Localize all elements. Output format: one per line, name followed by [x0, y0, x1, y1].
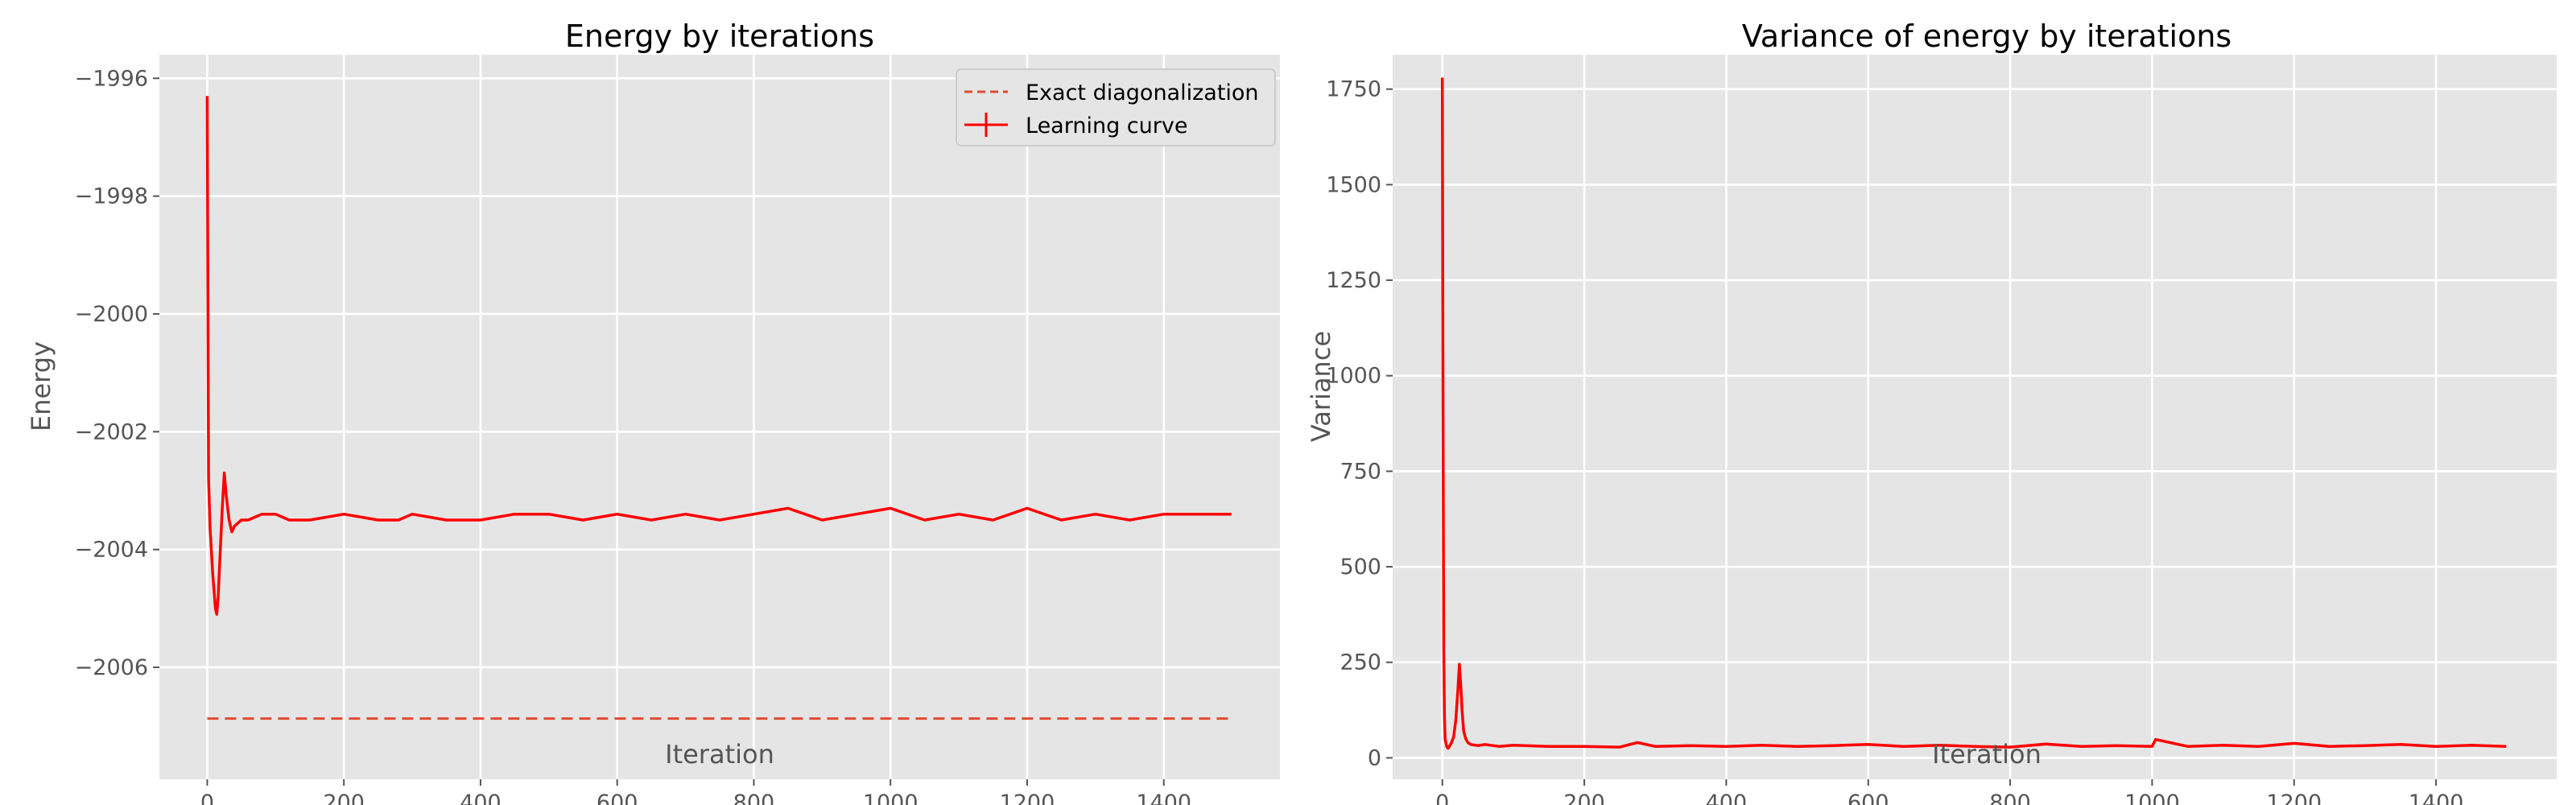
variance-plot-area [1393, 55, 2557, 779]
energy-legend: Exact diagonalization Learning curve [956, 68, 1276, 147]
energy-x-tick-label: 0 [200, 791, 214, 805]
variance-x-tick-label: 600 [1847, 791, 1889, 805]
energy-x-tick-label: 1400 [1136, 791, 1191, 805]
energy-y-tick-label: −2000 [75, 302, 148, 327]
variance-x-tick-label: 200 [1563, 791, 1605, 805]
energy-series [205, 96, 1232, 720]
energy-chart-title: Energy by iterations [565, 19, 874, 54]
variance-x-tick-label: 400 [1706, 791, 1748, 805]
energy-x-tick-label: 1200 [1000, 791, 1055, 805]
variance-series-line [1440, 77, 2507, 750]
variance-y-tick-label: 500 [1340, 555, 1381, 580]
variance-y-tick-label: 0 [1368, 745, 1381, 770]
energy-y-tick-label: −2004 [75, 538, 148, 563]
variance-y-tick-label: 1750 [1326, 77, 1381, 102]
energy-x-tick-label: 800 [733, 791, 775, 805]
legend-learning-curve-label: Learning curve [1026, 114, 1187, 138]
variance-y-tick-label: 1500 [1326, 172, 1381, 197]
legend-frame [956, 68, 1276, 147]
energy-x-tick-label: 200 [323, 791, 365, 805]
variance-y-tick-label: 750 [1340, 459, 1381, 484]
variance-gridlines [1393, 55, 2557, 779]
energy-x-tick-label: 400 [460, 791, 502, 805]
energy-y-tick-label: −1996 [75, 66, 148, 91]
energy-y-axis-label: Energy [26, 341, 56, 431]
variance-chart-title: Variance of energy by iterations [1742, 19, 2231, 54]
legend-exact-diagonalization-label: Exact diagonalization [1026, 80, 1259, 105]
variance-y-tick-label: 1250 [1326, 268, 1381, 293]
energy-ticks: 0 200 400 600 800 1000 1200 1400 −2006 −2004 −2002… [75, 66, 1191, 805]
variance-y-axis-label: Variance [1306, 331, 1336, 442]
variance-y-tick-label: 1000 [1326, 364, 1381, 389]
energy-plot-area [159, 55, 1280, 779]
energy-x-tick-label: 600 [597, 791, 638, 805]
energy-x-tick-label: 1000 [863, 791, 919, 805]
energy-chart: Energy by iterations 0 200 400 600 800 1000 12… [26, 19, 1280, 805]
variance-x-tick-label: 1400 [2409, 791, 2464, 805]
energy-x-axis-label: Iteration [665, 739, 774, 770]
variance-y-tick-label: 250 [1340, 650, 1381, 675]
energy-y-tick-label: −2002 [75, 419, 148, 444]
variance-x-tick-label: 0 [1435, 791, 1449, 805]
variance-chart: Variance of energy by iterations 0 200 400… [1306, 19, 2557, 805]
variance-ticks: 0 200 400 600 800 1000 1200 1400 0 250 500 750 1000 1… [1326, 77, 2463, 805]
energy-y-tick-label: −2006 [75, 655, 148, 680]
variance-x-axis-label: Iteration [1932, 739, 2041, 770]
variance-x-tick-label: 1200 [2266, 791, 2322, 805]
variance-x-tick-label: 1000 [2124, 791, 2180, 805]
learning-curve-series-line [205, 96, 1232, 616]
energy-y-tick-label: −1998 [75, 184, 148, 209]
variance-series [1440, 77, 2507, 750]
variance-x-tick-label: 800 [1989, 791, 2031, 805]
